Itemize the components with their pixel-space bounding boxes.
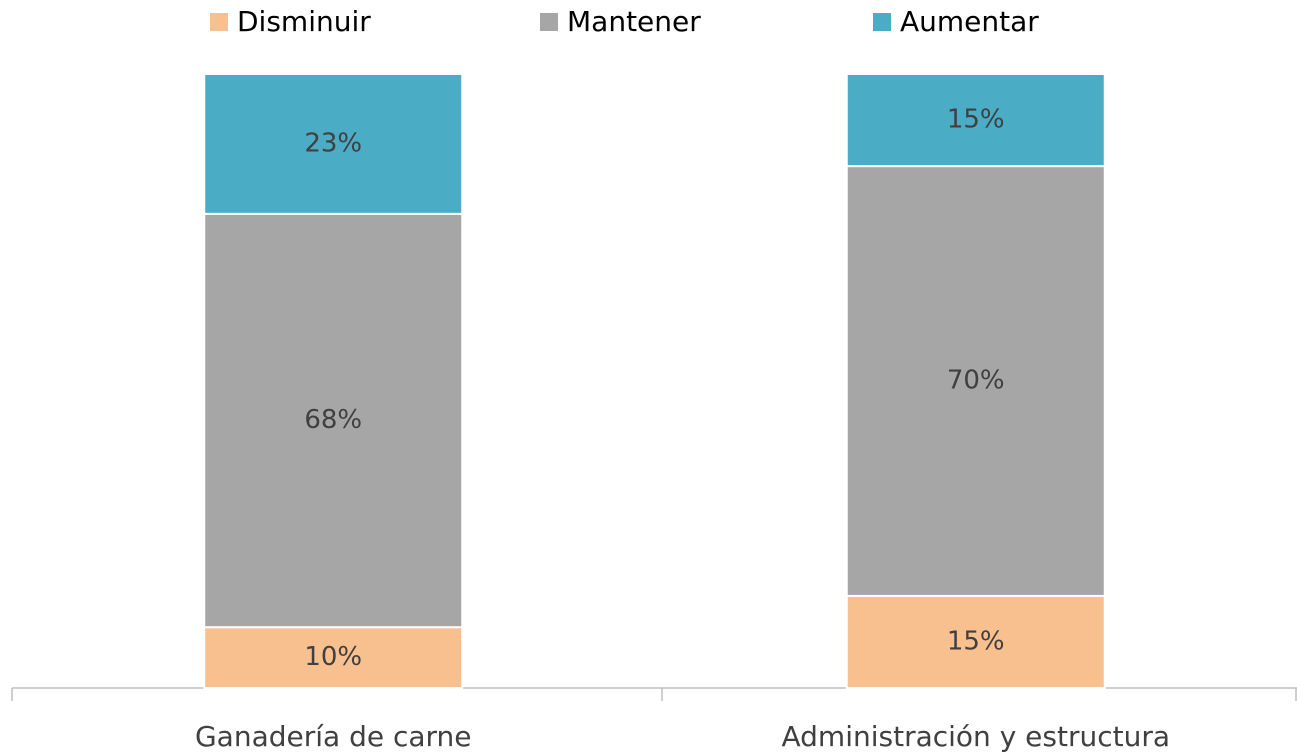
x-tick-label: Ganadería de carne [195, 720, 472, 753]
bar-segment [845, 73, 1106, 168]
legend-swatch [873, 13, 891, 31]
data-label: 70% [947, 366, 1005, 396]
legend-label: Aumentar [900, 5, 1039, 38]
x-tick-label: Administración y estructura [781, 720, 1170, 753]
bar-segment [203, 73, 464, 215]
legend-label: Disminuir [237, 5, 371, 38]
data-label: 10% [304, 642, 362, 672]
data-label: 15% [947, 626, 1005, 656]
bar-segment [203, 212, 464, 629]
data-label: 68% [304, 405, 362, 435]
legend-label: Mantener [567, 5, 701, 38]
bar-segment [203, 626, 464, 690]
bar-segment [845, 594, 1106, 690]
bar-segment [845, 165, 1106, 597]
data-label: 15% [947, 105, 1005, 135]
legend-swatch [540, 13, 558, 31]
legend-swatch [210, 13, 228, 31]
data-label: 23% [304, 128, 362, 158]
